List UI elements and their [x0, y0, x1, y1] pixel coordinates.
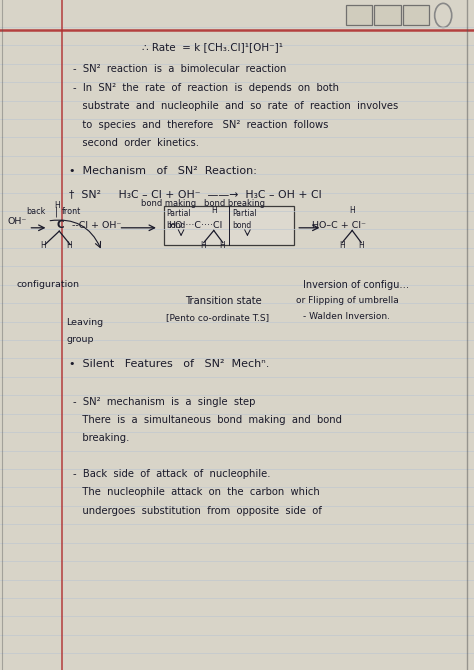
- Text: bond: bond: [166, 221, 185, 230]
- Bar: [403, 5, 429, 25]
- Bar: [164, 206, 294, 245]
- Text: ∴ Rate  = k [CH₃.Cl]¹[OH⁻]¹: ∴ Rate = k [CH₃.Cl]¹[OH⁻]¹: [142, 42, 283, 52]
- Text: bond breaking: bond breaking: [204, 200, 265, 208]
- Text: Inversion of configu…: Inversion of configu…: [303, 280, 410, 289]
- Text: -  SN²  mechanism  is  a  single  step: - SN² mechanism is a single step: [73, 397, 256, 407]
- Text: -  SN²  reaction  is  a  bimolecular  reaction: - SN² reaction is a bimolecular reaction: [73, 64, 287, 74]
- Text: H: H: [66, 241, 72, 250]
- Text: [Pento co-ordinate T.S]: [Pento co-ordinate T.S]: [166, 313, 269, 322]
- Text: bond making: bond making: [141, 200, 196, 208]
- Text: -  Back  side  of  attack  of  nucleophile.: - Back side of attack of nucleophile.: [73, 470, 271, 479]
- Text: H: H: [219, 241, 225, 250]
- Text: back: back: [26, 208, 46, 216]
- Text: group: group: [66, 334, 94, 344]
- Text: H: H: [358, 241, 364, 250]
- Text: Transition state: Transition state: [185, 296, 262, 306]
- Text: †  SN²     H₃C – Cl + OH⁻  ——→  H₃C – OH + Cl: † SN² H₃C – Cl + OH⁻ ——→ H₃C – OH + Cl: [69, 190, 321, 199]
- Text: H: H: [201, 241, 206, 250]
- Text: |: |: [55, 206, 58, 217]
- Text: Partial: Partial: [232, 209, 257, 218]
- Text: bond: bond: [232, 221, 252, 230]
- Text: H: H: [55, 201, 60, 210]
- Text: Leaving: Leaving: [66, 318, 103, 328]
- Bar: [346, 5, 372, 25]
- Text: •  Silent   Features   of   SN²  Mechⁿ.: • Silent Features of SN² Mechⁿ.: [69, 359, 269, 368]
- Text: to  species  and  therefore   SN²  reaction  follows: to species and therefore SN² reaction fo…: [73, 120, 329, 129]
- Text: front: front: [62, 208, 81, 216]
- Text: --Cl + OH⁻: --Cl + OH⁻: [69, 221, 121, 230]
- Text: There  is  a  simultaneous  bond  making  and  bond: There is a simultaneous bond making and …: [73, 415, 343, 425]
- Text: or Flipping of umbrella: or Flipping of umbrella: [296, 296, 399, 306]
- Text: C: C: [57, 220, 64, 230]
- Text: configuration: configuration: [17, 280, 80, 289]
- Text: second  order  kinetics.: second order kinetics.: [73, 138, 200, 147]
- Text: undergoes  substitution  from  opposite  side  of: undergoes substitution from opposite sid…: [73, 506, 322, 515]
- Text: substrate  and  nucleophile  and  so  rate  of  reaction  involves: substrate and nucleophile and so rate of…: [73, 101, 399, 111]
- Text: The  nucleophile  attack  on  the  carbon  which: The nucleophile attack on the carbon whi…: [73, 488, 320, 497]
- Text: breaking.: breaking.: [73, 433, 130, 443]
- Text: OH⁻: OH⁻: [7, 218, 27, 226]
- Text: HO–C + Cl⁻: HO–C + Cl⁻: [312, 221, 366, 230]
- Bar: [374, 5, 401, 25]
- Text: -  In  SN²  the  rate  of  reaction  is  depends  on  both: - In SN² the rate of reaction is depends…: [73, 83, 339, 92]
- Text: H: H: [339, 241, 345, 250]
- Text: •  Mechanism   of   SN²  Reaction:: • Mechanism of SN² Reaction:: [69, 166, 256, 176]
- Text: H: H: [40, 241, 46, 250]
- Text: - Walden Inversion.: - Walden Inversion.: [303, 312, 391, 322]
- Text: H: H: [211, 206, 217, 215]
- Text: HO····C····Cl: HO····C····Cl: [168, 221, 222, 230]
- Text: Partial: Partial: [166, 209, 191, 218]
- Text: H: H: [349, 206, 355, 215]
